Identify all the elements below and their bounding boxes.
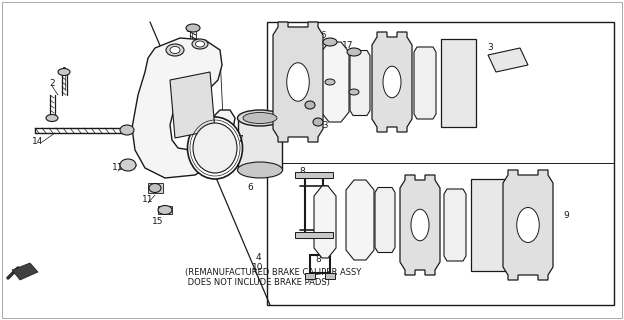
Polygon shape — [488, 48, 528, 72]
Polygon shape — [267, 22, 614, 305]
Ellipse shape — [323, 38, 337, 46]
Polygon shape — [471, 179, 509, 271]
Text: 2: 2 — [49, 78, 55, 87]
Polygon shape — [350, 51, 370, 116]
Ellipse shape — [120, 125, 134, 135]
Text: 17: 17 — [342, 42, 354, 51]
Ellipse shape — [305, 101, 315, 109]
Polygon shape — [314, 186, 336, 258]
Ellipse shape — [287, 63, 310, 101]
Text: 7: 7 — [237, 135, 243, 145]
Polygon shape — [148, 183, 163, 193]
Ellipse shape — [166, 44, 184, 56]
Ellipse shape — [313, 118, 323, 126]
Ellipse shape — [120, 159, 136, 171]
Ellipse shape — [46, 115, 58, 122]
Polygon shape — [444, 189, 466, 261]
Text: 4: 4 — [255, 253, 261, 262]
Ellipse shape — [243, 113, 277, 124]
Ellipse shape — [58, 68, 70, 76]
Polygon shape — [238, 118, 282, 170]
Ellipse shape — [170, 46, 180, 53]
Polygon shape — [441, 39, 475, 127]
Polygon shape — [132, 38, 235, 178]
Ellipse shape — [149, 183, 161, 193]
Polygon shape — [295, 232, 333, 238]
Ellipse shape — [383, 66, 401, 98]
Text: 8: 8 — [315, 255, 321, 265]
Polygon shape — [346, 180, 374, 260]
Polygon shape — [295, 172, 333, 178]
Text: 10: 10 — [252, 263, 264, 273]
Text: 13: 13 — [318, 121, 329, 130]
Ellipse shape — [192, 39, 208, 49]
Polygon shape — [279, 28, 317, 132]
Ellipse shape — [349, 89, 359, 95]
Polygon shape — [400, 175, 440, 275]
Ellipse shape — [187, 117, 243, 179]
Text: 1: 1 — [62, 68, 68, 76]
Text: 3: 3 — [487, 44, 493, 52]
Ellipse shape — [325, 79, 335, 85]
Text: (REMANUFACTURED BRAKE CALIPER ASSY: (REMANUFACTURED BRAKE CALIPER ASSY — [185, 268, 361, 276]
Polygon shape — [325, 273, 335, 279]
Text: 11: 11 — [112, 164, 124, 172]
Ellipse shape — [411, 209, 429, 241]
Text: 5: 5 — [292, 95, 298, 105]
Text: 6: 6 — [247, 183, 253, 193]
Ellipse shape — [195, 41, 205, 47]
Polygon shape — [305, 273, 315, 279]
Ellipse shape — [238, 110, 283, 126]
Ellipse shape — [158, 205, 172, 214]
Polygon shape — [12, 263, 38, 280]
Polygon shape — [170, 72, 215, 138]
Ellipse shape — [238, 162, 283, 178]
Ellipse shape — [186, 24, 200, 32]
Ellipse shape — [517, 207, 539, 243]
Text: DOES NOT INCLUDE BRAKE PADS): DOES NOT INCLUDE BRAKE PADS) — [185, 278, 330, 287]
Text: 12: 12 — [187, 26, 198, 35]
Ellipse shape — [193, 123, 237, 173]
Polygon shape — [375, 188, 395, 252]
Text: 15: 15 — [152, 218, 163, 227]
Text: 14: 14 — [32, 138, 44, 147]
Polygon shape — [321, 42, 349, 122]
Text: 11: 11 — [142, 196, 154, 204]
Text: 8: 8 — [299, 167, 305, 177]
Polygon shape — [372, 32, 412, 132]
Polygon shape — [158, 206, 172, 214]
Ellipse shape — [347, 48, 361, 56]
Polygon shape — [273, 22, 323, 142]
Polygon shape — [503, 170, 553, 280]
Text: 9: 9 — [563, 211, 569, 220]
Polygon shape — [414, 47, 436, 119]
Text: 16: 16 — [316, 31, 328, 41]
